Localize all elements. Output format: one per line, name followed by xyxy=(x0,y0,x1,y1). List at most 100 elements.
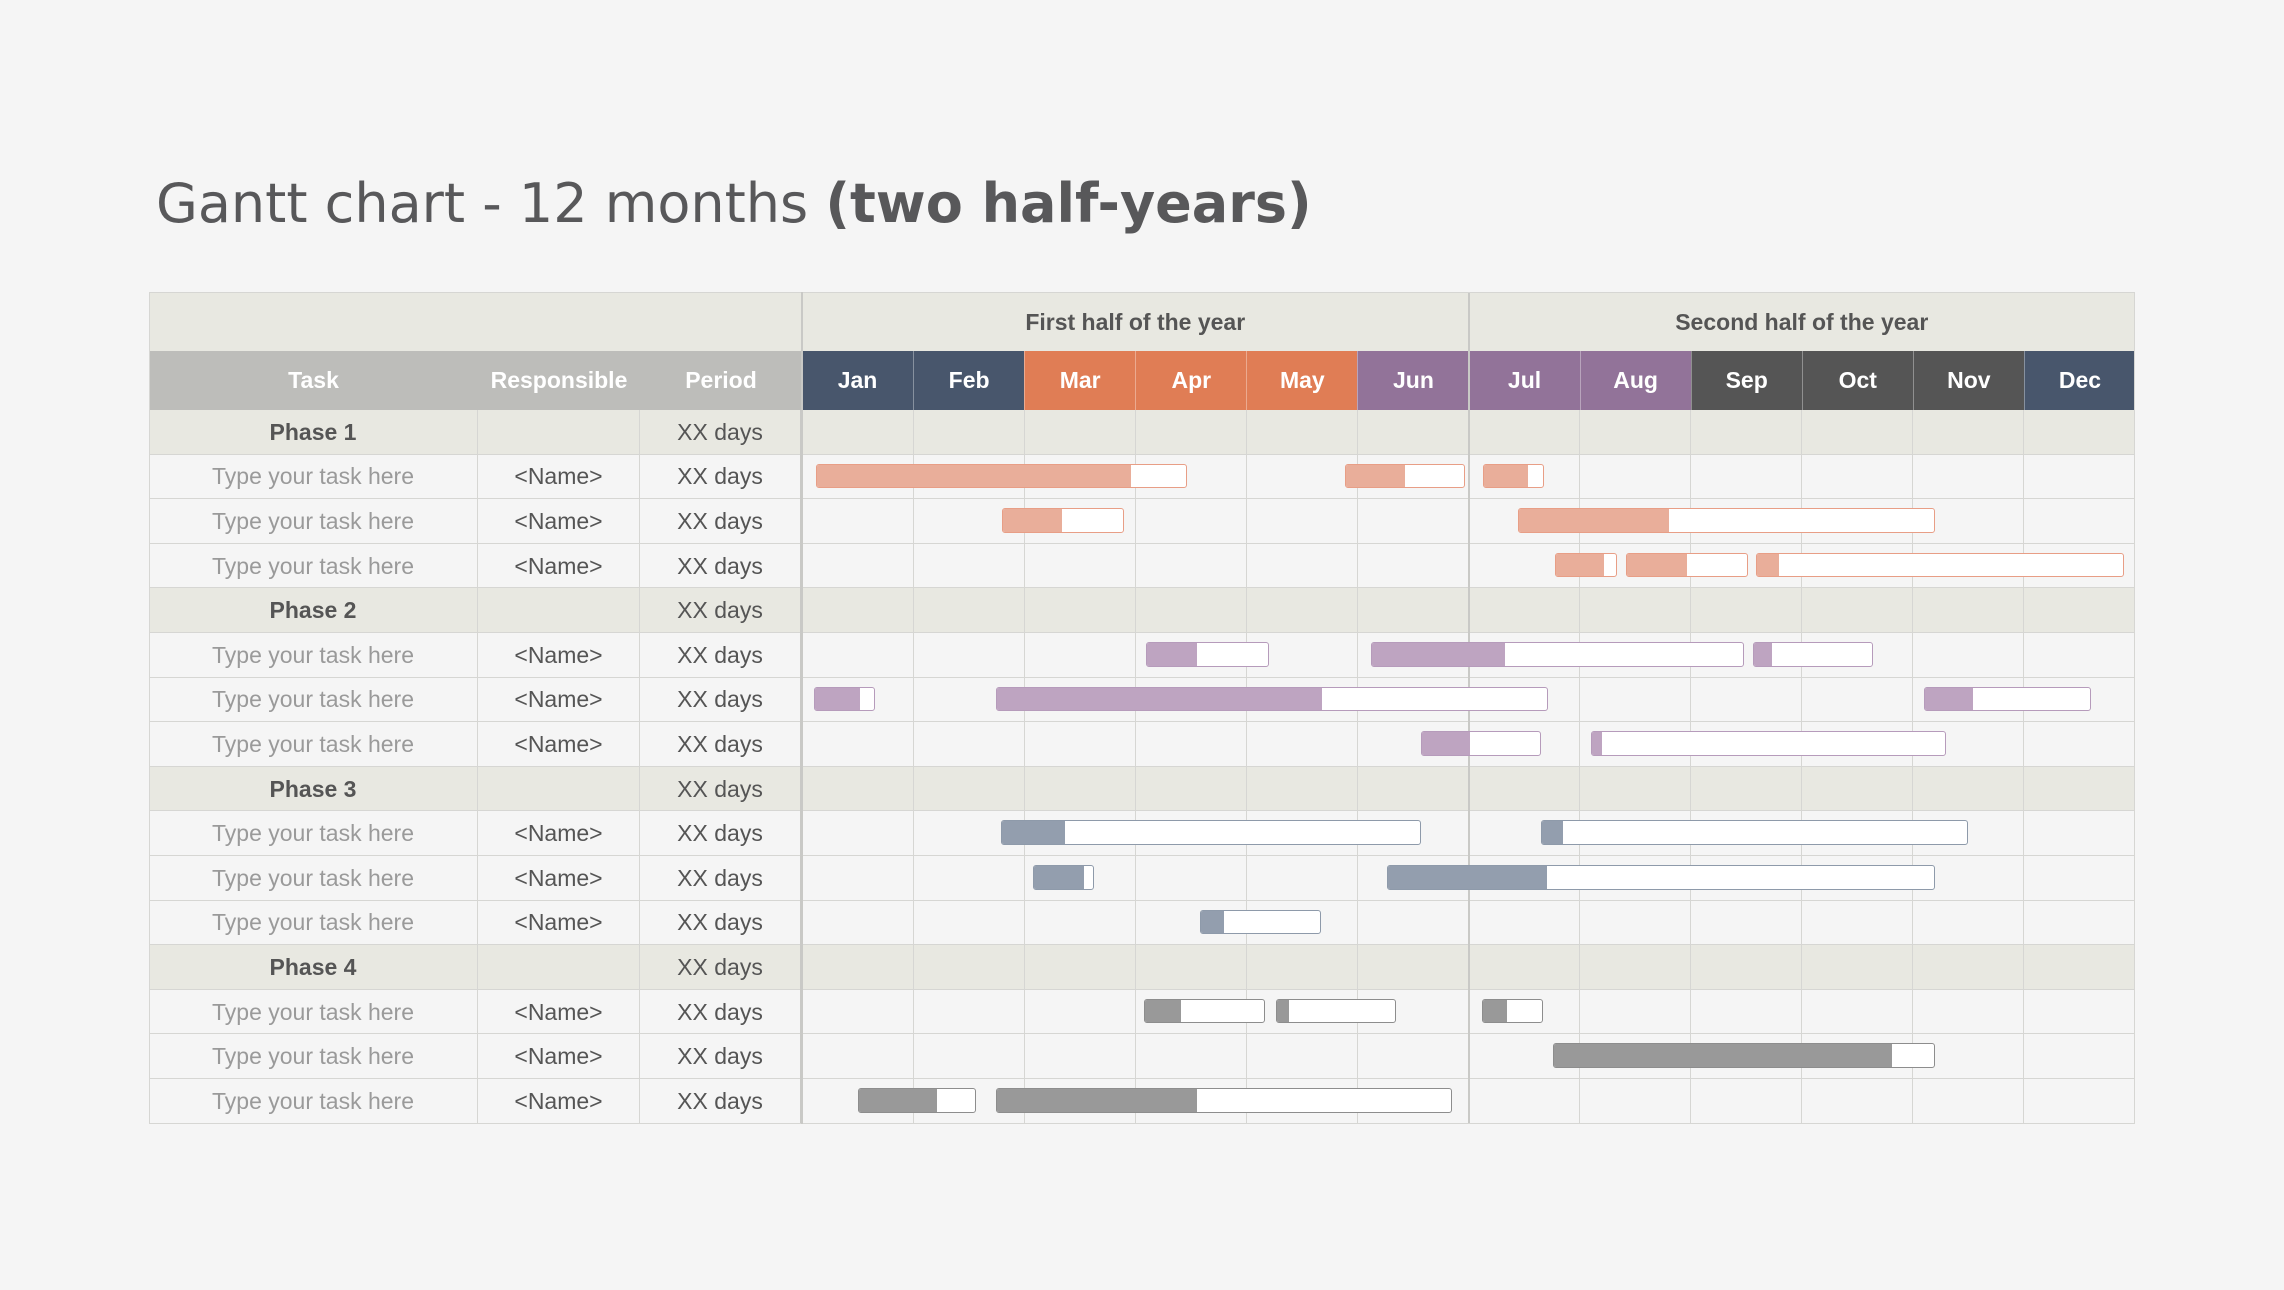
period-cell: XX days xyxy=(640,499,802,544)
task-bar[interactable] xyxy=(1518,508,1936,533)
task-bar[interactable] xyxy=(1756,552,2124,578)
task-bar[interactable] xyxy=(1540,820,1969,845)
task-bar[interactable] xyxy=(857,1088,977,1113)
responsible-cell[interactable]: <Name> xyxy=(478,1079,640,1124)
table-row xyxy=(149,989,2135,1035)
period-cell: XX days xyxy=(640,677,802,723)
task-bar-progress xyxy=(1482,999,1508,1023)
task-bar-progress xyxy=(1757,553,1780,577)
task-bar[interactable] xyxy=(814,686,876,712)
responsible-cell[interactable]: <Name> xyxy=(478,722,640,767)
task-bar[interactable] xyxy=(1626,552,1749,578)
responsible-cell xyxy=(478,410,640,455)
responsible-cell[interactable]: <Name> xyxy=(478,989,640,1035)
column-header-task: Task xyxy=(149,351,478,410)
responsible-cell[interactable]: <Name> xyxy=(478,499,640,544)
responsible-cell[interactable]: <Name> xyxy=(478,677,640,723)
task-bar[interactable] xyxy=(1590,731,1947,756)
responsible-cell[interactable]: <Name> xyxy=(478,811,640,856)
task-bar-progress xyxy=(1519,509,1669,532)
task-bar[interactable] xyxy=(1370,642,1744,667)
title-bold: (two half-years) xyxy=(825,172,1312,235)
task-bar[interactable] xyxy=(1144,998,1266,1024)
task-bar-progress xyxy=(1002,509,1062,532)
period-cell: XX days xyxy=(640,543,802,589)
half-header-1: First half of the year xyxy=(802,292,1469,351)
task-bar[interactable] xyxy=(1923,686,2091,712)
responsible-cell xyxy=(478,766,640,812)
month-header-nov: Nov xyxy=(1912,351,2024,410)
responsible-cell[interactable]: <Name> xyxy=(478,454,640,500)
task-name[interactable]: Type your task here xyxy=(149,454,478,500)
table-row xyxy=(149,722,2135,767)
period-cell: XX days xyxy=(640,856,802,901)
task-name[interactable]: Type your task here xyxy=(149,1079,478,1124)
month-gridline xyxy=(1579,410,1581,1124)
task-bar[interactable] xyxy=(1420,731,1541,756)
month-gridline xyxy=(1356,410,1358,1124)
task-bar[interactable] xyxy=(1199,909,1321,935)
task-bar[interactable] xyxy=(1000,820,1421,845)
month-header-mar: Mar xyxy=(1024,351,1136,410)
period-cell: XX days xyxy=(640,945,802,990)
task-name[interactable]: Type your task here xyxy=(149,989,478,1035)
period-cell: XX days xyxy=(640,588,802,633)
month-header-aug: Aug xyxy=(1579,351,1691,410)
task-bar[interactable] xyxy=(1345,463,1466,489)
task-bar[interactable] xyxy=(1387,865,1936,890)
task-bar[interactable] xyxy=(1552,1043,1936,1068)
period-cell: XX days xyxy=(640,633,802,678)
task-bar[interactable] xyxy=(1146,642,1269,667)
task-name[interactable]: Type your task here xyxy=(149,543,478,589)
responsible-cell[interactable]: <Name> xyxy=(478,856,640,901)
task-name[interactable]: Type your task here xyxy=(149,499,478,544)
task-bar[interactable] xyxy=(1482,463,1545,489)
task-name[interactable]: Type your task here xyxy=(149,633,478,678)
month-header-jun: Jun xyxy=(1357,351,1469,410)
table-row xyxy=(149,900,2135,946)
gantt-chart: First half of the year Second half of the… xyxy=(149,292,2135,1124)
task-name[interactable]: Type your task here xyxy=(149,811,478,856)
task-bar[interactable] xyxy=(816,463,1188,489)
responsible-cell[interactable]: <Name> xyxy=(478,900,640,946)
responsible-cell[interactable]: <Name> xyxy=(478,543,640,589)
responsible-cell[interactable]: <Name> xyxy=(478,633,640,678)
period-cell: XX days xyxy=(640,722,802,767)
task-bar-progress xyxy=(1277,999,1290,1023)
task-bar[interactable] xyxy=(1033,865,1095,890)
phase-name: Phase 2 xyxy=(149,588,478,633)
month-gridline xyxy=(1912,410,1914,1124)
task-bar-progress xyxy=(1346,464,1406,488)
task-bar-progress xyxy=(1145,999,1181,1023)
month-header-jul: Jul xyxy=(1468,351,1580,410)
task-bar-progress xyxy=(1541,821,1563,844)
task-bar-progress xyxy=(1627,553,1688,577)
period-cell: XX days xyxy=(640,989,802,1035)
task-bar-progress xyxy=(1147,643,1197,666)
title-regular: Gantt chart - 12 months xyxy=(156,172,809,235)
task-bar[interactable] xyxy=(996,686,1549,712)
task-name[interactable]: Type your task here xyxy=(149,1034,478,1079)
task-bar[interactable] xyxy=(1481,998,1543,1024)
task-bar[interactable] xyxy=(1555,552,1618,578)
task-name[interactable]: Type your task here xyxy=(149,677,478,723)
task-bar[interactable] xyxy=(1752,642,1873,667)
task-name[interactable]: Type your task here xyxy=(149,856,478,901)
month-header-sep: Sep xyxy=(1690,351,1802,410)
month-gridline xyxy=(1245,410,1247,1124)
responsible-cell[interactable]: <Name> xyxy=(478,1034,640,1079)
month-gridline xyxy=(1801,410,1803,1124)
phase-row xyxy=(149,945,2135,990)
task-bar[interactable] xyxy=(1001,508,1125,533)
task-bar-progress xyxy=(858,1089,937,1112)
task-bar-progress xyxy=(1556,553,1605,577)
task-name[interactable]: Type your task here xyxy=(149,900,478,946)
task-bar[interactable] xyxy=(1276,998,1397,1024)
period-cell: XX days xyxy=(640,1079,802,1124)
period-cell: XX days xyxy=(640,454,802,500)
task-bar[interactable] xyxy=(996,1088,1452,1113)
month-gridline xyxy=(1690,410,1692,1124)
task-name[interactable]: Type your task here xyxy=(149,722,478,767)
task-bar-progress xyxy=(1591,732,1603,755)
task-bar-progress xyxy=(1200,910,1225,934)
